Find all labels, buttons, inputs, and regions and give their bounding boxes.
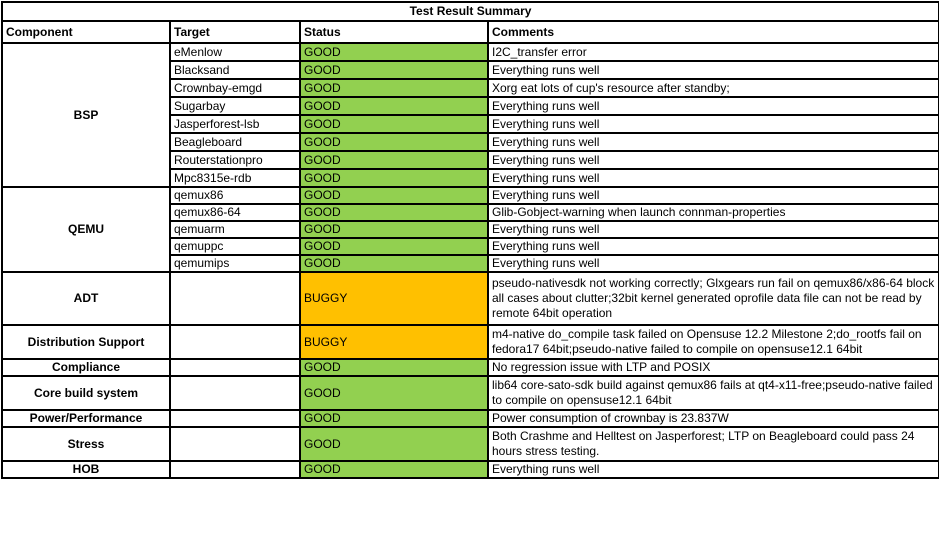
status-cell: GOOD [299, 358, 489, 377]
table-row: HOB GOOD Everything runs well [1, 460, 939, 479]
table-row: Power/Performance GOOD Power consumption… [1, 409, 939, 428]
status-cell: GOOD [299, 78, 489, 98]
target-cell [169, 375, 301, 411]
target-cell: qemuppc [169, 237, 301, 256]
target-cell: Jasperforest-lsb [169, 114, 301, 134]
table-row: Compliance GOOD No regression issue with… [1, 358, 939, 377]
table-row: Routerstationpro GOOD Everything runs we… [2, 150, 939, 170]
target-cell [169, 409, 301, 428]
component-cell-compliance: Compliance [1, 358, 171, 377]
status-cell: GOOD [299, 60, 489, 80]
target-cell: eMenlow [169, 42, 301, 62]
component-cell-bsp: BSP [1, 42, 171, 188]
status-cell: GOOD [299, 186, 489, 205]
target-cell: Crownbay-emgd [169, 78, 301, 98]
table-row: BSP eMenlow GOOD I2C_transfer error [1, 42, 939, 188]
comment-cell: Everything runs well [486, 96, 939, 116]
status-cell: GOOD [299, 426, 489, 462]
target-cell: Blacksand [169, 60, 301, 80]
comment-cell: Power consumption of crownbay is 23.837W [486, 409, 939, 428]
target-cell [169, 426, 301, 462]
comment-cell: Everything runs well [486, 132, 939, 152]
status-cell: GOOD [299, 254, 489, 273]
component-cell-power-performance: Power/Performance [1, 409, 171, 428]
table-row: Stress GOOD Both Crashme and Helltest on… [1, 426, 939, 462]
target-cell: Routerstationpro [169, 150, 301, 170]
table-row: qemuppc GOOD Everything runs well [2, 237, 939, 256]
status-cell: GOOD [299, 460, 489, 479]
status-cell: GOOD [299, 132, 489, 152]
table-row: QEMU qemux86 GOOD Everything runs well [1, 186, 939, 273]
comment-cell: Xorg eat lots of cup's resource after st… [486, 78, 939, 98]
target-cell: qemumips [169, 254, 301, 273]
comment-cell: pseudo-nativesdk not working correctly; … [486, 271, 939, 326]
status-cell: GOOD [299, 237, 489, 256]
table-row: qemuarm GOOD Everything runs well [2, 220, 939, 239]
table-row: Core build system GOOD lib64 core-sato-s… [1, 375, 939, 411]
table-row: Sugarbay GOOD Everything runs well [2, 96, 939, 116]
status-cell: GOOD [299, 114, 489, 134]
status-cell: GOOD [299, 220, 489, 239]
comment-cell: lib64 core-sato-sdk build against qemux8… [486, 375, 939, 411]
component-cell-qemu: QEMU [1, 186, 171, 273]
status-cell: GOOD [299, 203, 489, 222]
table-row: Test Result Summary [0, 1, 939, 22]
target-cell [169, 271, 301, 326]
comment-cell: Everything runs well [486, 186, 939, 205]
status-cell: BUGGY [299, 324, 489, 360]
comment-cell: Both Crashme and Helltest on Jasperfores… [486, 426, 939, 462]
comment-cell: Everything runs well [486, 168, 939, 188]
table-row: qemumips GOOD Everything runs well [2, 254, 939, 273]
component-cell-distribution-support: Distribution Support [1, 324, 171, 360]
table-row: qemux86-64 GOOD Glib-Gobject-warning whe… [2, 203, 939, 222]
table-row: Blacksand GOOD Everything runs well [2, 60, 939, 80]
component-cell-hob: HOB [1, 460, 171, 479]
comment-cell: Everything runs well [486, 150, 939, 170]
table-row: Beagleboard GOOD Everything runs well [2, 132, 939, 152]
target-cell [169, 358, 301, 377]
status-cell: GOOD [299, 168, 489, 188]
table-row: ADT BUGGY pseudo-nativesdk not working c… [1, 271, 939, 326]
comment-cell: Everything runs well [486, 237, 939, 256]
target-cell: Sugarbay [169, 96, 301, 116]
component-cell-core-build-system: Core build system [1, 375, 171, 411]
component-cell-stress: Stress [1, 426, 171, 462]
table-row: Crownbay-emgd GOOD Xorg eat lots of cup'… [2, 78, 939, 98]
column-header-comments: Comments [486, 20, 939, 44]
status-cell: GOOD [299, 409, 489, 428]
comment-cell: m4-native do_compile task failed on Open… [486, 324, 939, 360]
status-cell: GOOD [299, 150, 489, 170]
status-cell: GOOD [299, 42, 489, 62]
comment-cell: Everything runs well [486, 114, 939, 134]
comment-cell: Glib-Gobject-warning when launch connman… [486, 203, 939, 222]
comment-cell: Everything runs well [486, 254, 939, 273]
status-cell: GOOD [299, 375, 489, 411]
column-header-target: Target [169, 20, 301, 44]
comment-cell: No regression issue with LTP and POSIX [486, 358, 939, 377]
target-cell [169, 324, 301, 360]
component-cell-adt: ADT [1, 271, 171, 326]
comment-cell: I2C_transfer error [486, 42, 939, 62]
target-cell: Mpc8315e-rdb [169, 168, 301, 188]
target-cell: qemuarm [169, 220, 301, 239]
test-result-table: Test Result Summary Component Target Sta… [0, 1, 939, 479]
status-cell: GOOD [299, 96, 489, 116]
page-title: Test Result Summary [0, 1, 939, 22]
table-row: Distribution Support BUGGY m4-native do_… [1, 324, 939, 360]
target-cell [169, 460, 301, 479]
target-cell: qemux86 [169, 186, 301, 205]
table-row: Component Target Status Comments [1, 20, 939, 44]
table-row: Jasperforest-lsb GOOD Everything runs we… [2, 114, 939, 134]
status-cell: BUGGY [299, 271, 489, 326]
comment-cell: Everything runs well [486, 220, 939, 239]
column-header-component: Component [1, 20, 171, 44]
target-cell: Beagleboard [169, 132, 301, 152]
target-cell: qemux86-64 [169, 203, 301, 222]
comment-cell: Everything runs well [486, 60, 939, 80]
table-row: Mpc8315e-rdb GOOD Everything runs well [2, 168, 939, 188]
column-header-status: Status [299, 20, 489, 44]
comment-cell: Everything runs well [486, 460, 939, 479]
